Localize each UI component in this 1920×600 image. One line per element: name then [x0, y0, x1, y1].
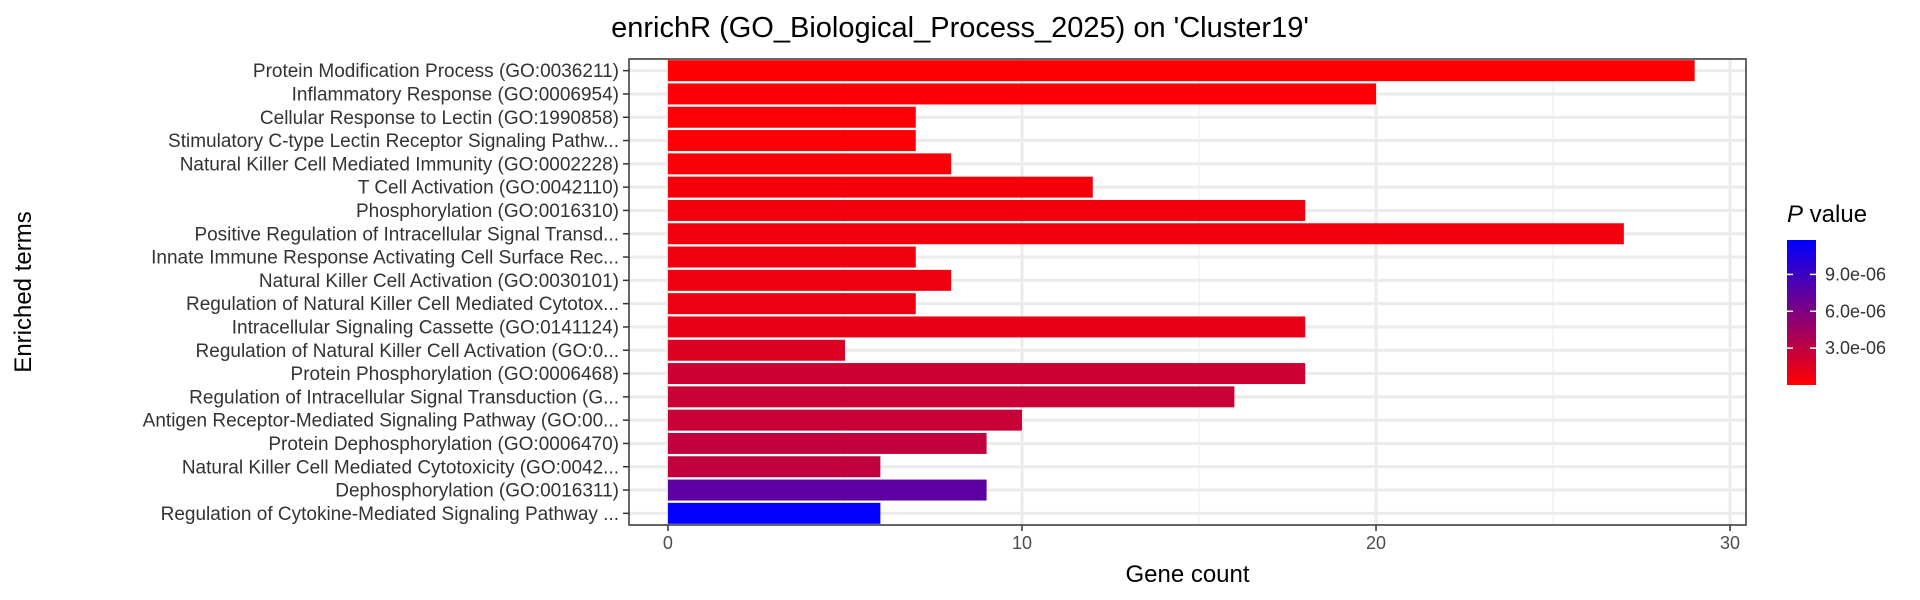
bar — [667, 199, 1306, 221]
bar — [667, 60, 1695, 82]
bar — [667, 130, 916, 152]
y-tick-label: Natural Killer Cell Activation (GO:00301… — [259, 271, 619, 292]
y-axis-labels: Protein Modification Process (GO:0036211… — [143, 61, 629, 525]
y-tick-label: Positive Regulation of Intracellular Sig… — [194, 224, 619, 245]
bar — [667, 456, 881, 478]
chart-title: enrichR (GO_Biological_Process_2025) on … — [611, 12, 1309, 44]
y-tick-label: Protein Modification Process (GO:0036211… — [253, 61, 619, 82]
legend-tick-label: 9.0e-06 — [1825, 264, 1886, 284]
legend-tick-label: 3.0e-06 — [1825, 338, 1886, 358]
bar — [667, 106, 916, 128]
y-tick-label: Dephosphorylation (GO:0016311) — [335, 481, 619, 502]
legend-tick-label: 6.0e-06 — [1825, 301, 1886, 321]
bar — [667, 269, 952, 291]
y-tick-label: Natural Killer Cell Mediated Immunity (G… — [180, 154, 619, 175]
bar — [667, 293, 916, 315]
x-axis-labels: 0 10 20 30 — [663, 525, 1740, 553]
y-tick-label: Antigen Receptor-Mediated Signaling Path… — [143, 411, 619, 432]
bar — [667, 246, 916, 268]
legend-title: P value — [1787, 201, 1867, 228]
y-tick-label: Protein Dephosphorylation (GO:0006470) — [268, 434, 619, 455]
x-tick-label: 30 — [1720, 533, 1740, 553]
y-axis-title: Enriched terms — [10, 211, 37, 372]
bar — [667, 363, 1306, 385]
bar — [667, 316, 1306, 338]
bar — [667, 502, 881, 524]
bar — [667, 153, 952, 175]
y-tick-label: T Cell Activation (GO:0042110) — [358, 178, 619, 199]
plot-border — [628, 58, 1747, 526]
y-tick-label: Regulation of Cytokine-Mediated Signalin… — [161, 504, 619, 525]
y-tick-label: Inflammatory Response (GO:0006954) — [292, 84, 619, 105]
x-tick-label: 0 — [663, 533, 673, 553]
bar — [667, 479, 987, 501]
y-tick-label: Cellular Response to Lectin (GO:1990858) — [260, 108, 619, 129]
bar — [667, 432, 987, 454]
legend-ticks: 3.0e-06 6.0e-06 9.0e-06 — [1787, 264, 1886, 358]
y-tick-label: Stimulatory C-type Lectin Receptor Signa… — [168, 131, 619, 152]
x-axis-title: Gene count — [1125, 561, 1249, 588]
legend-title-p: P — [1787, 201, 1803, 228]
bar — [667, 386, 1235, 408]
x-tick-label: 20 — [1366, 533, 1386, 553]
x-tick-label: 10 — [1012, 533, 1032, 553]
y-tick-label: Regulation of Intracellular Signal Trans… — [189, 387, 619, 408]
bar — [667, 176, 1093, 198]
plot-panel — [629, 59, 1746, 525]
y-tick-label: Intracellular Signaling Cassette (GO:014… — [232, 317, 619, 338]
y-tick-label: Protein Phosphorylation (GO:0006468) — [291, 364, 619, 385]
bar — [667, 83, 1377, 105]
legend-title-rest: value — [1803, 201, 1867, 228]
bar — [667, 223, 1624, 245]
y-tick-label: Regulation of Natural Killer Cell Mediat… — [186, 294, 619, 315]
color-legend: P value 3.0e-06 6.0e-06 9.0e-06 — [1787, 201, 1886, 385]
y-tick-label: Phosphorylation (GO:0016310) — [356, 201, 619, 222]
y-tick-label: Regulation of Natural Killer Cell Activa… — [196, 341, 619, 362]
bars-group — [667, 60, 1695, 524]
bar — [667, 409, 1022, 431]
legend-colorbar — [1787, 240, 1816, 385]
y-tick-label: Innate Immune Response Activating Cell S… — [151, 248, 619, 269]
y-tick-label: Natural Killer Cell Mediated Cytotoxicit… — [182, 457, 619, 478]
bar — [667, 339, 845, 361]
